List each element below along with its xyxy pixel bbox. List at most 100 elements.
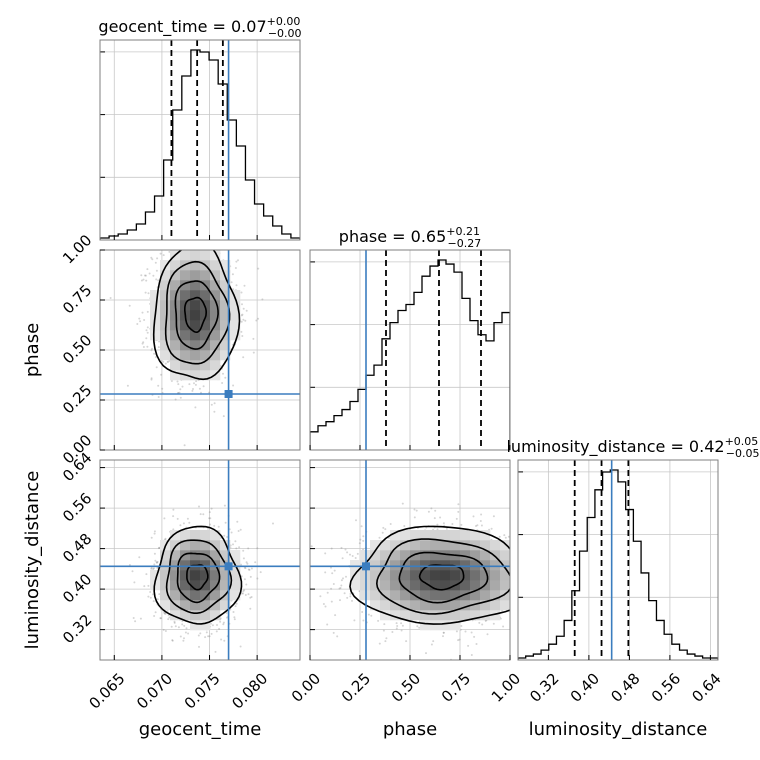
sample-point	[330, 587, 333, 590]
density-cell	[180, 540, 191, 551]
density-cell	[230, 290, 241, 301]
sample-point	[153, 563, 156, 566]
sample-point	[243, 284, 246, 287]
sample-point	[219, 620, 222, 623]
density-cell	[400, 600, 411, 611]
y-tick-label-luminosity_distance: 0.48	[59, 530, 95, 566]
sample-point	[177, 383, 180, 386]
density-cell	[390, 580, 401, 591]
sample-point	[249, 575, 252, 578]
density-cell	[190, 570, 201, 581]
density-cell	[440, 540, 451, 551]
density-cell	[210, 580, 221, 591]
sample-point	[134, 620, 137, 623]
sample-point	[143, 319, 146, 321]
injection-marker	[224, 390, 233, 398]
density-cell	[220, 550, 231, 561]
sample-point	[152, 274, 155, 277]
sample-point	[195, 380, 198, 383]
density-cell	[410, 530, 421, 541]
sample-point	[168, 250, 171, 253]
sample-point	[395, 627, 398, 630]
density-cell	[460, 580, 471, 591]
sample-point	[174, 398, 177, 401]
sample-point	[132, 617, 135, 619]
sample-point	[187, 632, 190, 635]
sample-point	[239, 645, 242, 648]
density-cell	[210, 530, 221, 541]
density-cell	[160, 310, 171, 321]
sample-point	[256, 547, 259, 550]
sample-point	[172, 528, 175, 531]
density-cell	[180, 610, 191, 621]
density-cell	[220, 290, 231, 301]
contour-line	[174, 280, 219, 350]
sample-point	[166, 361, 169, 363]
sample-point	[209, 517, 212, 520]
density-cell	[160, 590, 171, 601]
sample-point	[378, 642, 381, 645]
density-cell	[170, 370, 181, 381]
sample-point	[162, 628, 165, 631]
sample-point	[198, 645, 200, 648]
sample-point	[160, 373, 163, 376]
density-cell	[460, 570, 471, 581]
density-cell	[360, 570, 371, 581]
x-axis-label-luminosity_distance: luminosity_distance	[529, 719, 708, 740]
sample-point	[162, 360, 165, 363]
density-cell	[410, 600, 421, 611]
sample-point	[405, 640, 408, 643]
sample-point	[208, 517, 211, 520]
sample-point	[254, 561, 257, 564]
sample-point	[242, 307, 245, 310]
sample-point	[210, 507, 213, 510]
density-cell	[150, 320, 161, 331]
sample-point	[349, 592, 352, 595]
sample-point	[480, 524, 483, 527]
sample-point	[237, 259, 239, 262]
sample-point	[244, 594, 247, 596]
sample-point	[155, 366, 158, 369]
sample-point	[235, 547, 238, 550]
x-tick-label-phase: 0.50	[388, 670, 424, 706]
density-cell	[430, 550, 441, 561]
sample-point	[191, 389, 194, 392]
sample-point	[240, 314, 243, 317]
sample-point	[481, 623, 484, 626]
sample-point	[159, 617, 162, 620]
sample-point	[207, 527, 209, 530]
sample-point	[154, 559, 157, 562]
title-minus: −0.05	[726, 447, 760, 460]
contour-line	[164, 260, 231, 365]
sample-point	[261, 298, 264, 301]
sample-point	[188, 521, 191, 524]
sample-point	[170, 625, 173, 628]
density-cell	[460, 540, 471, 551]
sample-point	[344, 548, 347, 551]
density-cell	[180, 530, 191, 541]
density-cell	[170, 310, 181, 321]
sample-point	[150, 377, 153, 380]
sample-point	[358, 542, 361, 545]
sample-point	[170, 380, 173, 382]
density-cell	[190, 300, 201, 311]
sample-point	[144, 291, 147, 294]
sample-point	[205, 631, 208, 634]
sample-point	[150, 567, 153, 570]
sample-point	[241, 303, 243, 306]
sample-point	[226, 536, 229, 538]
density-cell	[190, 350, 201, 361]
sample-point	[150, 536, 153, 539]
x-tick-label-luminosity_distance: 0.32	[526, 670, 562, 706]
sample-point	[181, 623, 184, 626]
sample-point	[173, 621, 176, 624]
density-cell	[390, 560, 401, 571]
density-cell	[180, 560, 191, 571]
density-cell	[220, 340, 231, 351]
density-cell	[160, 260, 171, 271]
sample-point	[330, 547, 333, 550]
sample-point	[183, 444, 186, 447]
sample-point	[184, 631, 187, 634]
sample-point	[167, 618, 170, 621]
